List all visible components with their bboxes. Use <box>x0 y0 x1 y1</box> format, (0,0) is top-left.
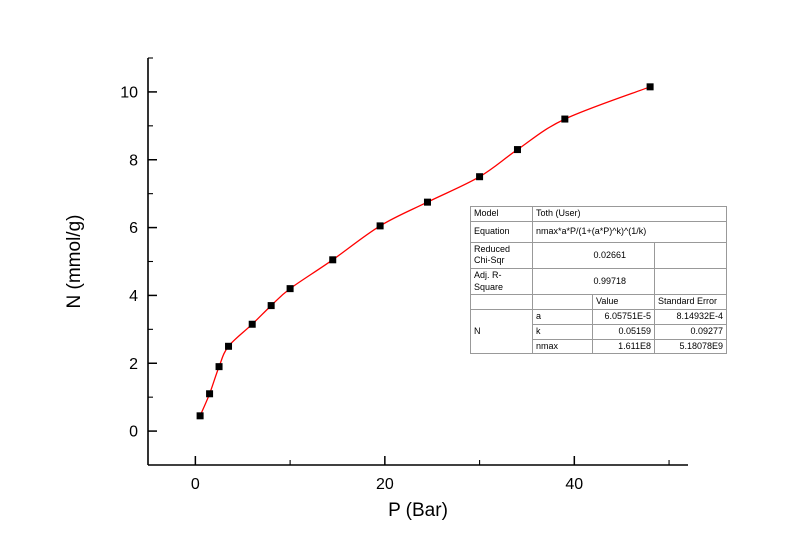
fit-value-header: Value <box>592 294 655 311</box>
data-point-marker <box>646 83 654 91</box>
y-tick-label: 2 <box>129 356 138 373</box>
data-point-marker <box>423 198 431 206</box>
data-point-marker <box>329 256 337 264</box>
fit-param-stderr: 8.14932E-4 <box>654 309 727 325</box>
y-tick-label: 0 <box>129 424 138 441</box>
x-tick-label: 0 <box>191 476 200 493</box>
fit-param-name: k <box>532 323 593 340</box>
fit-row-chisqr: Reduced Chi-Sqr 0.02661 <box>470 241 727 270</box>
fit-model-value: Toth (User) <box>532 206 727 222</box>
data-point-marker <box>225 342 233 350</box>
x-tick-label: 40 <box>565 476 583 493</box>
fit-chisqr-label: Reduced Chi-Sqr <box>470 241 533 270</box>
fit-param-stderr: 5.18078E9 <box>654 338 727 355</box>
y-tick-label: 4 <box>129 288 138 305</box>
y-axis-title: N (mmol/g) <box>64 215 85 309</box>
data-point-marker <box>376 222 384 230</box>
data-point-marker <box>248 320 256 328</box>
fit-rsquare-value: 0.99718 <box>532 268 655 296</box>
fit-row-param-header: Value Standard Error <box>470 294 727 311</box>
fit-stderr-header: Standard Error <box>654 294 727 311</box>
fit-row-model: Model Toth (User) <box>470 206 727 222</box>
data-point-marker <box>206 390 214 398</box>
fit-equation-label: Equation <box>470 220 533 243</box>
x-tick-label: 20 <box>376 476 394 493</box>
fit-model-label: Model <box>470 206 533 222</box>
fit-group-label: N <box>470 309 533 355</box>
data-point-marker <box>215 363 223 371</box>
fit-equation-value: nmax*a*P/(1+(a*P)^k)^(1/k) <box>532 220 727 243</box>
fit-row-param-nmax: nmax 1.611E8 5.18078E9 <box>471 338 727 355</box>
data-point-marker <box>286 285 294 293</box>
fit-header-spacer-2 <box>532 294 593 311</box>
data-point-marker <box>267 302 275 310</box>
fit-rsquare-spacer <box>654 268 727 296</box>
y-tick-label: 6 <box>129 220 138 237</box>
fit-row-rsquare: Adj. R-Square 0.99718 <box>470 268 727 296</box>
data-point-marker <box>476 173 484 181</box>
fit-param-value: 1.611E8 <box>592 338 655 355</box>
fit-chisqr-spacer <box>654 241 727 270</box>
fit-header-spacer-1 <box>470 294 533 311</box>
fit-param-stderr: 0.09277 <box>654 323 727 340</box>
fit-row-param-a: N a 6.05751E-5 8.14932E-4 <box>470 309 727 355</box>
fit-param-name: a <box>532 309 593 325</box>
y-tick-label: 10 <box>120 84 138 101</box>
fit-param-value: 6.05751E-5 <box>592 309 655 325</box>
y-tick-label: 8 <box>129 152 138 169</box>
fit-param-name: nmax <box>532 338 593 355</box>
fit-row-param-k: k 0.05159 0.09277 <box>471 323 727 340</box>
fit-chisqr-value: 0.02661 <box>532 241 655 270</box>
data-point-marker <box>561 115 569 123</box>
fit-rsquare-label: Adj. R-Square <box>470 268 533 296</box>
fit-row-equation: Equation nmax*a*P/(1+(a*P)^k)^(1/k) <box>470 220 727 243</box>
data-point-marker <box>513 146 521 154</box>
data-point-marker <box>196 412 204 420</box>
fit-param-value: 0.05159 <box>592 323 655 340</box>
x-axis-title: P (Bar) <box>388 500 448 521</box>
fit-results-table: Model Toth (User) Equation nmax*a*P/(1+(… <box>470 206 727 355</box>
